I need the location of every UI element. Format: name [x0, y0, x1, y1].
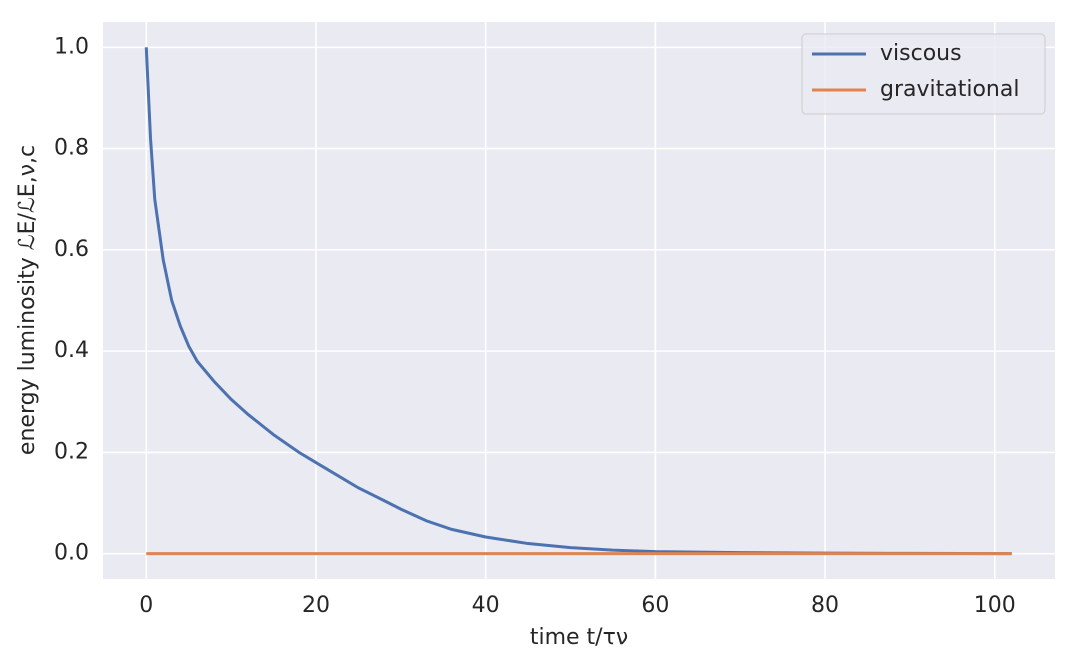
line — [144, 47, 1012, 556]
y-tick-label: 0.0 — [54, 541, 89, 566]
plot-area — [103, 22, 1055, 579]
x-tick-label: 60 — [641, 593, 669, 618]
x-tick-label: 80 — [811, 593, 839, 618]
legend-label: gravitational — [880, 77, 1019, 102]
x-axis-label: time t/τν — [530, 625, 628, 650]
y-tick-label: 0.8 — [54, 136, 89, 161]
x-tick-label: 100 — [974, 593, 1016, 618]
y-tick-label: 0.4 — [54, 338, 89, 363]
x-tick-label: 40 — [472, 593, 500, 618]
y-tick-label: 0.2 — [54, 439, 89, 464]
y-tick-label: 0.6 — [54, 237, 89, 262]
legend-label: viscous — [880, 41, 962, 66]
y-tick-label: 1.0 — [54, 34, 89, 59]
x-tick-label: 20 — [302, 593, 330, 618]
y-axis-label: energy luminosity ℒE/ℒE,ν,c — [15, 145, 40, 455]
x-tick-label: 0 — [139, 593, 153, 618]
